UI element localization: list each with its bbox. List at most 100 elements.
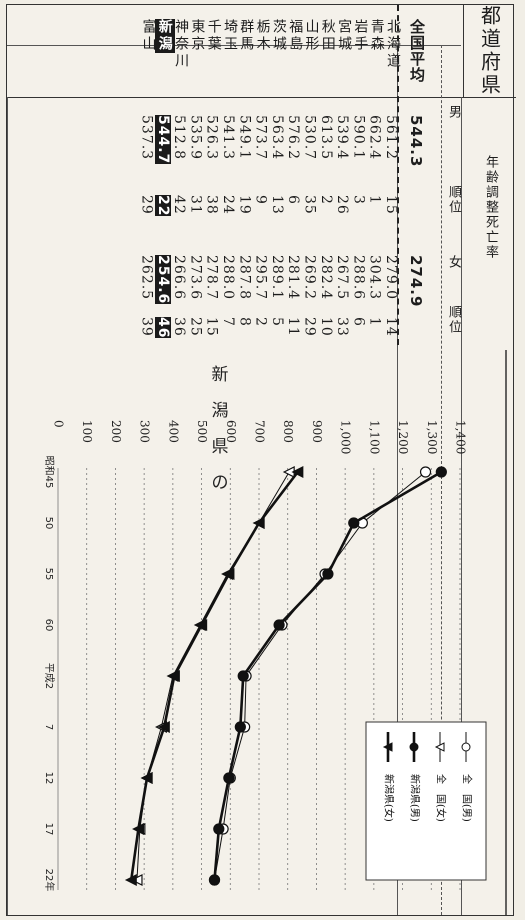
pref-name: 秋田 bbox=[319, 19, 336, 53]
legend-marker bbox=[434, 742, 445, 752]
data-point bbox=[130, 874, 143, 886]
female-rank: 46 bbox=[154, 317, 171, 339]
data-point bbox=[322, 568, 334, 580]
pref-name: 岩手 bbox=[352, 19, 369, 53]
female-rate: 282.4 bbox=[317, 255, 334, 301]
header-female-rank: 順位 bbox=[446, 305, 461, 335]
male-col-rule bbox=[397, 45, 398, 915]
header-prefecture: 都道府県 bbox=[463, 5, 516, 98]
male-rate: 549.1 bbox=[236, 115, 253, 161]
male-rate: 561.2 bbox=[383, 115, 399, 161]
series-line bbox=[129, 471, 299, 881]
pref-name: 福島 bbox=[287, 19, 304, 53]
header-rate-area bbox=[7, 5, 463, 98]
female-rate: 288.6 bbox=[350, 255, 367, 301]
data-point bbox=[273, 619, 285, 631]
male-rank: 38 bbox=[203, 195, 220, 215]
pref-name: 茨城 bbox=[270, 19, 287, 53]
data-point bbox=[237, 670, 249, 682]
y-tick-label: 0 bbox=[52, 420, 66, 428]
female-rank: 6 bbox=[350, 317, 367, 327]
y-tick-label: 800 bbox=[281, 420, 295, 443]
data-point bbox=[140, 772, 153, 784]
male-rate: 537.3 bbox=[138, 115, 155, 161]
male-rate: 662.4 bbox=[366, 115, 383, 161]
data-point bbox=[419, 466, 432, 478]
female-rate: 279.0 bbox=[383, 255, 399, 301]
data-point bbox=[195, 619, 208, 631]
female-rate: 262.5 bbox=[138, 255, 155, 301]
female-rank: 39 bbox=[138, 317, 155, 337]
header-rate: 年齢調整死亡率 bbox=[483, 155, 498, 260]
pref-name: 山形 bbox=[303, 19, 320, 53]
pref-col-rule bbox=[461, 97, 462, 915]
male-rank: 29 bbox=[138, 195, 155, 215]
male-rate: 563.4 bbox=[268, 115, 285, 161]
x-tick-label: 60 bbox=[43, 619, 54, 632]
pref-name: 青森 bbox=[368, 19, 385, 53]
pref-name: 東京 bbox=[189, 19, 206, 53]
female-rank: 7 bbox=[220, 317, 236, 327]
pref-name: 群馬 bbox=[238, 19, 255, 53]
legend-label: 新潟県(女) bbox=[383, 774, 396, 822]
male-rate: 535.9 bbox=[187, 115, 204, 161]
male-rate: 573.7 bbox=[252, 115, 269, 161]
y-tick-label: 1,400 bbox=[454, 420, 468, 454]
x-tick-label: 55 bbox=[43, 568, 54, 581]
female-rank: 25 bbox=[187, 317, 204, 337]
header-female: 女 bbox=[446, 255, 461, 270]
female-rank: 11 bbox=[285, 317, 302, 337]
y-tick-label: 200 bbox=[109, 420, 123, 443]
header-male: 男 bbox=[446, 105, 461, 120]
pref-name: 宮城 bbox=[336, 19, 353, 53]
male-rank: 13 bbox=[268, 195, 285, 215]
male-rank: 31 bbox=[187, 195, 204, 215]
male-rate: 512.8 bbox=[171, 115, 188, 161]
female-rate: 289.1 bbox=[268, 255, 285, 301]
male-rate: 590.1 bbox=[350, 115, 367, 161]
national-avg-label: 全国平均 bbox=[408, 19, 426, 83]
male-rank: 35 bbox=[301, 195, 318, 215]
pref-name: 神奈川 bbox=[173, 19, 190, 70]
legend-label: 新潟県(男) bbox=[409, 774, 422, 822]
data-point bbox=[157, 721, 170, 733]
legend-marker bbox=[461, 742, 471, 752]
male-rate: 576.2 bbox=[285, 115, 302, 161]
y-tick-label: 1,100 bbox=[367, 420, 381, 454]
x-tick-label: 12 bbox=[43, 772, 54, 785]
female-rate: 304.3 bbox=[366, 255, 383, 301]
national-separator bbox=[397, 5, 399, 345]
y-tick-label: 400 bbox=[166, 420, 180, 443]
female-rate: 269.2 bbox=[301, 255, 318, 301]
x-tick-label: 17 bbox=[43, 823, 54, 836]
female-rank: 10 bbox=[317, 317, 334, 337]
legend-marker bbox=[382, 742, 393, 752]
male-rate: 526.3 bbox=[203, 115, 220, 161]
female-rank: 5 bbox=[268, 317, 285, 327]
female-rate: 281.4 bbox=[285, 255, 302, 301]
female-rank: 14 bbox=[383, 317, 399, 337]
male-rank: 26 bbox=[334, 195, 351, 215]
male-rank: 42 bbox=[171, 195, 188, 215]
pref-name: 埼玉 bbox=[222, 19, 238, 53]
mortality-trend-chart: 0 100 200 300 400 500 600 700 800 900 1,000 1,100 1,… bbox=[6, 350, 514, 916]
female-rate: 273.6 bbox=[187, 255, 204, 301]
data-point bbox=[124, 874, 137, 886]
male-rank: 1 bbox=[366, 195, 383, 205]
female-rate: 254.6 bbox=[154, 255, 171, 305]
male-rate: 541.3 bbox=[220, 115, 236, 161]
side-title-char: 新 bbox=[212, 365, 229, 385]
x-tick-label: 7 bbox=[43, 724, 54, 730]
female-rate: 278.7 bbox=[203, 255, 220, 301]
data-point bbox=[348, 517, 360, 529]
male-rate: 613.5 bbox=[317, 115, 334, 161]
side-title-char: 潟 bbox=[212, 401, 229, 421]
female-rank: 1 bbox=[366, 317, 383, 327]
data-point bbox=[435, 466, 447, 478]
male-rate: 544.7 bbox=[154, 115, 171, 165]
side-title-char: 県 bbox=[212, 437, 229, 457]
y-tick-label: 500 bbox=[195, 420, 209, 443]
male-rank: 6 bbox=[285, 195, 302, 205]
male-rank: 19 bbox=[236, 195, 253, 215]
